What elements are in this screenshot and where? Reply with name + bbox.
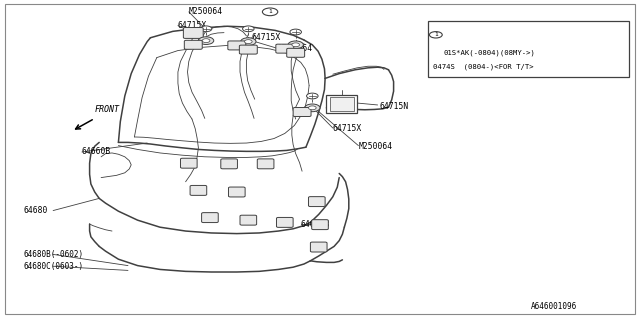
- Circle shape: [288, 41, 303, 49]
- Circle shape: [262, 8, 278, 16]
- FancyBboxPatch shape: [221, 159, 237, 169]
- Text: FRONT: FRONT: [95, 105, 120, 114]
- Circle shape: [292, 43, 300, 47]
- Bar: [326, 95, 357, 113]
- Text: 64715X: 64715X: [178, 21, 207, 30]
- FancyBboxPatch shape: [180, 158, 197, 168]
- Circle shape: [200, 26, 212, 32]
- Text: 64680B(-0602): 64680B(-0602): [23, 250, 83, 259]
- FancyBboxPatch shape: [183, 28, 204, 38]
- Circle shape: [198, 37, 214, 44]
- Bar: [428, 21, 629, 77]
- Text: 0474S  (0804-)<FOR T/T>: 0474S (0804-)<FOR T/T>: [433, 64, 534, 70]
- Text: 64680C(0603-): 64680C(0603-): [23, 262, 83, 271]
- Text: 64680: 64680: [23, 206, 47, 215]
- Circle shape: [290, 29, 301, 35]
- FancyBboxPatch shape: [202, 212, 218, 223]
- FancyBboxPatch shape: [312, 220, 328, 230]
- Text: M250064: M250064: [189, 7, 223, 16]
- Circle shape: [308, 106, 316, 110]
- FancyBboxPatch shape: [308, 196, 325, 207]
- Text: M250064: M250064: [278, 44, 312, 53]
- Text: M250064: M250064: [358, 142, 392, 151]
- FancyBboxPatch shape: [257, 159, 274, 169]
- Text: 1: 1: [268, 9, 272, 14]
- Text: 64715X: 64715X: [333, 124, 362, 133]
- FancyBboxPatch shape: [276, 218, 293, 227]
- Circle shape: [243, 26, 254, 32]
- FancyBboxPatch shape: [310, 242, 327, 252]
- Text: 64660B: 64660B: [82, 148, 111, 156]
- Circle shape: [429, 32, 442, 38]
- FancyBboxPatch shape: [287, 48, 305, 57]
- Circle shape: [244, 40, 252, 44]
- Circle shape: [241, 38, 256, 45]
- Circle shape: [305, 104, 320, 112]
- FancyBboxPatch shape: [240, 215, 257, 225]
- FancyBboxPatch shape: [239, 45, 257, 54]
- Text: 1: 1: [434, 32, 438, 37]
- FancyBboxPatch shape: [228, 187, 245, 197]
- FancyBboxPatch shape: [184, 40, 202, 49]
- FancyBboxPatch shape: [228, 41, 246, 50]
- Text: 64715N: 64715N: [380, 102, 409, 111]
- Text: 01S*AK(-0804)(08MY->): 01S*AK(-0804)(08MY->): [444, 50, 536, 56]
- Text: 64715X: 64715X: [252, 33, 281, 42]
- Circle shape: [202, 39, 210, 43]
- FancyBboxPatch shape: [190, 185, 207, 195]
- FancyBboxPatch shape: [293, 108, 311, 116]
- FancyBboxPatch shape: [276, 44, 294, 53]
- Bar: [330, 97, 354, 111]
- Text: A646001096: A646001096: [531, 302, 577, 311]
- Circle shape: [307, 93, 318, 99]
- Text: 64660B: 64660B: [301, 220, 330, 229]
